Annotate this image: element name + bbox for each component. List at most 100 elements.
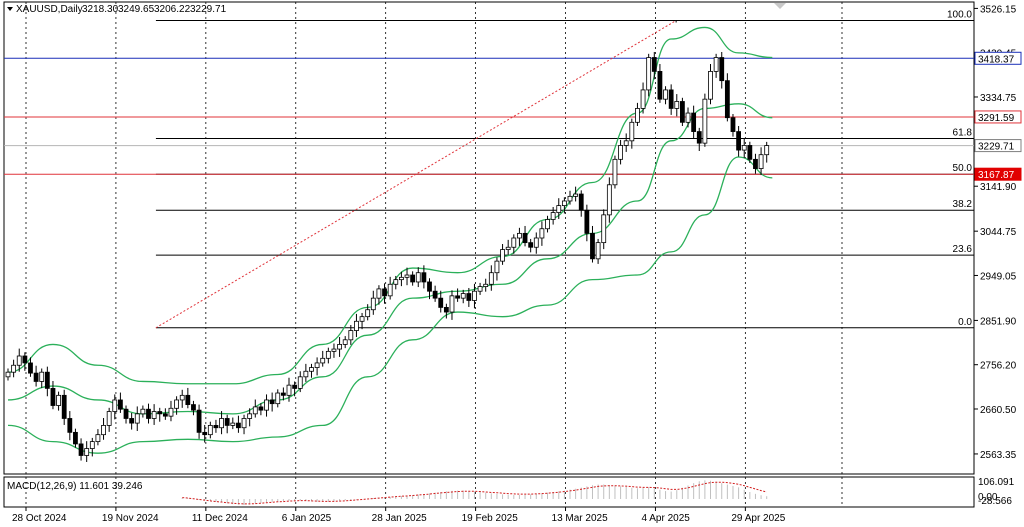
main-pane-border [3, 1, 975, 475]
candle-body [477, 286, 483, 292]
candle-body [241, 418, 247, 429]
candle-body [472, 290, 477, 301]
candle-body [696, 131, 702, 144]
candle-body [758, 154, 764, 169]
candle-body [466, 293, 472, 301]
candle-body [168, 407, 174, 417]
candle-body [44, 371, 50, 389]
ohlc-open: 3218.30 [82, 4, 119, 15]
vertical-gridlines [25, 2, 843, 507]
candle-body [162, 413, 168, 417]
time-axis-label: 4 Apr 2025 [641, 513, 690, 524]
candle-body [84, 448, 90, 456]
candle-body [691, 112, 697, 132]
price-tags: 3418.37 3291.59 3229.71 3167.87 [974, 51, 1022, 181]
candle-body [550, 212, 556, 220]
candle-body [146, 408, 151, 419]
trendline[interactable] [155, 20, 677, 329]
candle-body [505, 246, 511, 250]
price-axis-label: 3044.75 [980, 227, 1017, 238]
candle-body [73, 431, 78, 445]
time-axis: 28 Oct 2024 19 Nov 2024 11 Dec 2024 6 Jan 2… [12, 507, 786, 524]
candle-body [635, 108, 640, 123]
time-axis-label: 19 Nov 2024 [102, 513, 159, 524]
candle-body [680, 101, 685, 123]
candle-body [753, 158, 758, 169]
candle-body [488, 272, 494, 285]
fib-level-label: 38.2 [953, 199, 973, 210]
candle-body [584, 209, 590, 234]
candle-body [118, 399, 123, 410]
time-axis-label: 28 Jan 2025 [372, 513, 427, 524]
candle-body [640, 89, 646, 109]
candle-body [708, 71, 713, 100]
candle-body [533, 237, 539, 248]
macd-label: MACD(12,26,9) 11.601 39.246 [7, 481, 143, 492]
price-tag-red-filled-bg [974, 167, 1022, 181]
candle-body [39, 371, 45, 382]
candle-body [522, 232, 528, 244]
candle-body [618, 145, 623, 160]
candle-body [657, 71, 663, 100]
candle-body [247, 413, 253, 419]
candle-body [196, 409, 202, 433]
candle-body [528, 242, 534, 248]
candle-body [297, 376, 303, 389]
candle-body [5, 371, 11, 378]
candle-body [22, 355, 28, 364]
fib-level-label: 61.8 [953, 128, 973, 139]
candle-body [741, 145, 747, 151]
candle-body [438, 297, 444, 308]
candle-body [629, 121, 635, 142]
candle-body [511, 237, 517, 248]
candle-body [342, 339, 348, 345]
candle-body [404, 274, 410, 278]
candle-body [78, 443, 84, 456]
candle-body [280, 392, 286, 396]
candle-body [292, 384, 298, 389]
candle-body [309, 367, 314, 372]
fibonacci-retracement[interactable]: 100.0 61.8 50.0 38.2 23.6 0.0 [155, 10, 974, 329]
candle-body [89, 441, 95, 449]
candle-body [623, 140, 629, 146]
candle-body [101, 425, 106, 436]
shift-marker-icon[interactable] [774, 3, 786, 9]
candle-body [219, 418, 224, 429]
candle-body [449, 295, 455, 313]
candle-body [106, 411, 112, 426]
candle-body [573, 193, 579, 197]
candle-body [561, 200, 567, 207]
candle-body [320, 357, 326, 364]
time-axis-label: 6 Jan 2025 [282, 513, 332, 524]
candle-body [410, 274, 416, 283]
candle-body [443, 307, 449, 313]
candle-body [224, 418, 230, 426]
price-tag-blue: 3418.37 [978, 54, 1015, 65]
candle-body [236, 422, 241, 429]
candle-body [258, 406, 264, 411]
candle-body [56, 394, 61, 406]
candle-body [202, 431, 208, 436]
price-axis-label: 2563.35 [980, 450, 1017, 461]
horizontal-price-lines[interactable] [4, 57, 974, 175]
candle-body [179, 394, 185, 401]
candle-body [736, 131, 741, 151]
candle-body [370, 297, 376, 311]
macd-axis-label: -28.566 [978, 496, 1012, 507]
candle-body [286, 384, 292, 396]
candle-body [713, 57, 719, 72]
price-axis-label: 2660.50 [980, 405, 1017, 416]
candle-body [325, 350, 331, 359]
candle-body [365, 309, 371, 318]
dropdown-triangle-icon[interactable] [7, 7, 13, 11]
candle-body [252, 406, 258, 415]
fib-level-label: 100.0 [947, 10, 972, 21]
candle-body [545, 219, 550, 230]
candle-body [129, 418, 135, 424]
candle-body [668, 89, 674, 109]
candle-body [663, 89, 668, 100]
time-axis-label: 29 Apr 2025 [731, 513, 785, 524]
candle-body [702, 98, 708, 144]
candle-body [398, 276, 404, 281]
